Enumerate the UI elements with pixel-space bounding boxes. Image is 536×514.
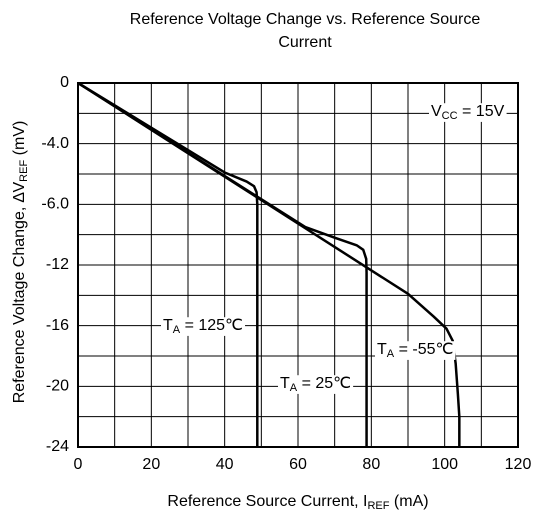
y-tick-label: -16 <box>46 317 69 334</box>
x-tick-label: 120 <box>505 456 532 473</box>
label-rest: = 125℃ <box>180 317 243 334</box>
label-main: T <box>163 317 173 334</box>
x-tick-label: 60 <box>289 456 307 473</box>
x-axis-label: Reference Source Current, IREF (mA) <box>167 493 428 512</box>
label-background <box>278 375 354 394</box>
x-tick-label: 100 <box>431 456 458 473</box>
series-line <box>77 81 368 447</box>
y-tick-label: -4.0 <box>41 135 69 152</box>
series-line <box>77 81 259 447</box>
x-tick-label: 20 <box>142 456 160 473</box>
y-label-rest: (mV) <box>11 121 28 160</box>
y-label-sub: REF <box>18 160 30 182</box>
series-label-text: TA = 25℃ <box>280 375 351 394</box>
x-tick-label: 40 <box>216 456 234 473</box>
x-tick-label: 0 <box>74 456 83 473</box>
label-sub: A <box>290 382 298 394</box>
y-tick-label: -20 <box>46 378 69 395</box>
label-rest: = 25℃ <box>297 375 351 392</box>
label-background <box>375 341 456 360</box>
y-tick-label: -12 <box>46 256 69 273</box>
label-background <box>161 317 246 336</box>
series-label-text: TA = 125℃ <box>163 317 243 336</box>
series-label: TA = -55℃ <box>375 341 456 360</box>
y-tick-label: -24 <box>46 438 69 455</box>
annotation: VCC = 15V <box>429 103 507 122</box>
series-label-text: TA = -55℃ <box>377 341 453 360</box>
label-rest: = 15V <box>458 103 505 120</box>
chart-title: Reference Voltage Change vs. Reference S… <box>130 11 481 28</box>
x-label-main: Reference Source Current, I <box>167 493 367 510</box>
chart-title: Current <box>278 34 332 51</box>
x-label-sub: REF <box>367 500 389 512</box>
series-line <box>77 81 461 447</box>
annotation-text: VCC = 15V <box>431 103 505 122</box>
series-label: TA = 125℃ <box>161 317 246 336</box>
label-sub: CC <box>442 110 458 122</box>
label-sub: A <box>173 324 181 336</box>
label-main: T <box>377 341 387 358</box>
y-tick-label: -6.0 <box>41 196 69 213</box>
series-label: TA = 25℃ <box>278 375 354 394</box>
x-label-rest: (mA) <box>389 493 428 510</box>
label-main: T <box>280 375 290 392</box>
label-main: V <box>431 103 442 120</box>
y-tick-label: 0 <box>60 74 69 91</box>
x-tick-label: 80 <box>362 456 380 473</box>
label-rest: = -55℃ <box>394 341 453 358</box>
label-sub: A <box>387 348 395 360</box>
plot-frame <box>77 82 519 448</box>
y-axis-label: Reference Voltage Change, ∆VREF (mV) <box>11 121 30 404</box>
y-label-main: Reference Voltage Change, ∆V <box>11 181 28 403</box>
label-background <box>429 103 507 122</box>
